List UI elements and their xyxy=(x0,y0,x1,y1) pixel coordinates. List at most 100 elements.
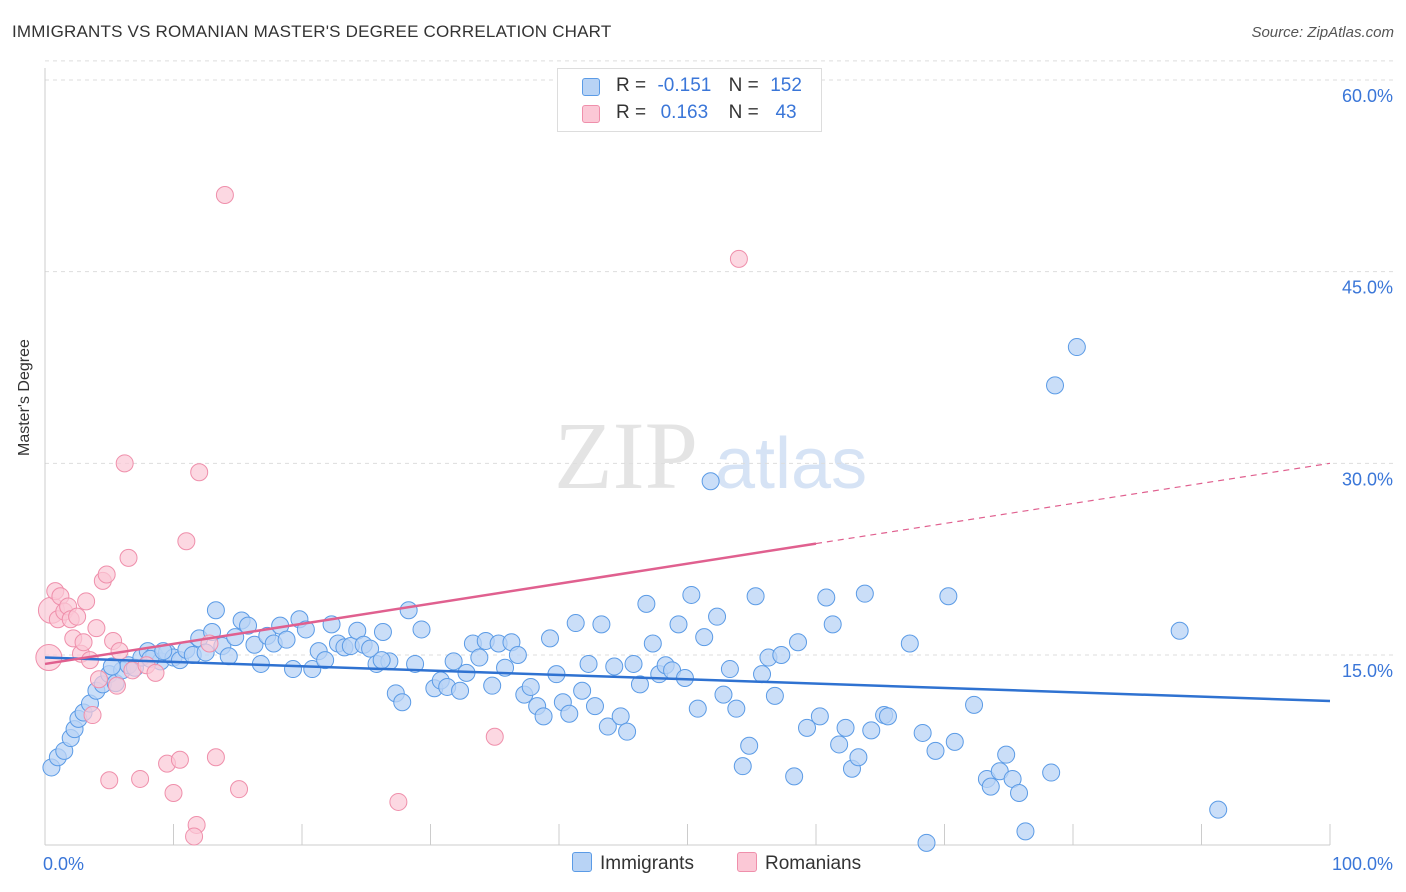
immigrants-point-122 xyxy=(836,718,855,737)
source-label: Source: ZipAtlas.com xyxy=(1251,24,1394,41)
legend-r-label: R = xyxy=(616,75,647,96)
immigrants-point-78 xyxy=(541,629,560,648)
immigrants-point-118 xyxy=(810,707,829,726)
immigrants-point-81 xyxy=(560,704,579,723)
romanians-point-34 xyxy=(185,827,204,846)
immigrants-point-119 xyxy=(817,588,836,607)
bottom-legend-immigrants: Immigrants xyxy=(572,852,694,875)
romanians-point-11 xyxy=(74,633,93,652)
immigrants-point-27 xyxy=(206,601,225,620)
legend-n-label: N = xyxy=(728,75,759,96)
watermark-zip: ZIP xyxy=(554,402,698,509)
immigrants-point-77 xyxy=(534,707,553,726)
bottom-legend-label-romanians: Romanians xyxy=(765,853,862,874)
immigrants-point-131 xyxy=(917,833,936,852)
immigrants-point-73 xyxy=(508,646,527,664)
immigrants-point-145 xyxy=(1067,338,1086,357)
trend-lines xyxy=(44,462,1331,703)
immigrants-point-148 xyxy=(102,657,121,676)
immigrants-point-86 xyxy=(592,615,611,634)
immigrants-point-117 xyxy=(798,718,817,737)
immigrants-point-106 xyxy=(720,660,739,679)
legend-r-value-immigrants: -0.151 xyxy=(657,75,712,96)
immigrants-point-64 xyxy=(451,681,470,700)
immigrants-point-56 xyxy=(393,693,412,712)
immigrants-point-75 xyxy=(521,677,540,696)
immigrants-point-102 xyxy=(695,628,714,647)
watermark: ZIP atlas xyxy=(554,402,867,509)
x-tick-label-1: 100.0% xyxy=(1332,854,1393,874)
immigrants-point-63 xyxy=(444,652,463,671)
immigrants-point-104 xyxy=(708,607,727,626)
romanians-point-23 xyxy=(115,454,134,473)
immigrants-point-84 xyxy=(579,654,598,673)
axes xyxy=(44,68,1331,846)
immigrants-point-88 xyxy=(605,657,624,676)
romanians-point-35 xyxy=(190,463,209,482)
immigrants-point-89 xyxy=(611,707,630,726)
immigrants-point-114 xyxy=(772,646,791,664)
immigrants-point-121 xyxy=(830,735,849,754)
romanians-point-32 xyxy=(177,532,196,551)
immigrants-point-94 xyxy=(643,634,662,653)
immigrants-point-41 xyxy=(296,620,315,639)
bottom-legend-swatch-romanians xyxy=(737,852,757,872)
romanians-point-21 xyxy=(107,676,126,695)
immigrants-point-57 xyxy=(399,601,418,620)
immigrants-point-124 xyxy=(849,748,868,767)
immigrants-point-146 xyxy=(1170,621,1189,640)
immigrants-point-142 xyxy=(1016,822,1035,841)
immigrants-point-111 xyxy=(753,665,772,684)
immigrants-point-98 xyxy=(669,615,688,634)
y-tick-label-0: 15.0% xyxy=(1342,661,1393,681)
romanians-point-41 xyxy=(485,727,504,746)
immigrants-point-83 xyxy=(573,681,592,700)
immigrants-point-101 xyxy=(688,699,707,718)
romanians-point-14 xyxy=(83,706,102,725)
immigrants-point-29 xyxy=(219,647,238,666)
immigrants-point-144 xyxy=(1046,376,1065,395)
immigrants-point-39 xyxy=(284,660,303,679)
immigrants-point-91 xyxy=(624,654,643,673)
romanians-trend-extension xyxy=(815,462,1331,545)
legend-n-label: N = xyxy=(728,102,759,123)
romanians-trend-line xyxy=(44,542,817,666)
romanians-point-38 xyxy=(215,186,234,204)
romanians-point-28 xyxy=(146,663,165,682)
tick-labels: 15.0% 30.0% 45.0% 60.0% 0.0% 100.0% xyxy=(43,86,1393,874)
immigrants-point-32 xyxy=(239,616,258,635)
immigrants-point-103 xyxy=(701,472,720,491)
romanians-point-40 xyxy=(389,792,408,811)
y-axis-label: Master's Degree xyxy=(16,339,33,456)
legend-n-value-romanians: 43 xyxy=(775,102,797,123)
y-tick-label-3: 60.0% xyxy=(1342,86,1393,106)
immigrants-point-132 xyxy=(926,741,945,760)
immigrants-point-67 xyxy=(470,648,489,667)
romanians-point-39 xyxy=(230,780,249,799)
immigrants-point-151 xyxy=(372,651,391,670)
immigrants-point-110 xyxy=(746,587,765,606)
immigrants-point-109 xyxy=(740,736,759,755)
immigrants-point-85 xyxy=(585,697,604,716)
immigrants-point-100 xyxy=(682,585,701,604)
immigrants-point-44 xyxy=(316,651,335,670)
immigrants-point-125 xyxy=(855,584,874,603)
immigrants-point-92 xyxy=(630,675,649,694)
romanians-points xyxy=(35,186,748,846)
romanians-point-26 xyxy=(131,769,150,788)
romanians-point-31 xyxy=(170,750,189,769)
immigrants-points xyxy=(42,338,1228,852)
immigrants-point-130 xyxy=(913,723,932,742)
romanians-point-24 xyxy=(119,548,138,567)
romanians-point-18 xyxy=(97,565,116,584)
romanians-point-37 xyxy=(206,748,225,767)
immigrants-point-141 xyxy=(1010,784,1029,802)
immigrants-point-51 xyxy=(361,639,380,658)
immigrants-point-53 xyxy=(373,623,392,641)
romanians-point-15 xyxy=(87,619,106,638)
stats-legend: R = -0.151 N = 152 R = 0.163 N = 43 xyxy=(557,68,822,132)
legend-n-value-immigrants: 152 xyxy=(770,75,802,96)
immigrants-point-108 xyxy=(733,757,752,776)
immigrants-point-82 xyxy=(566,614,585,633)
